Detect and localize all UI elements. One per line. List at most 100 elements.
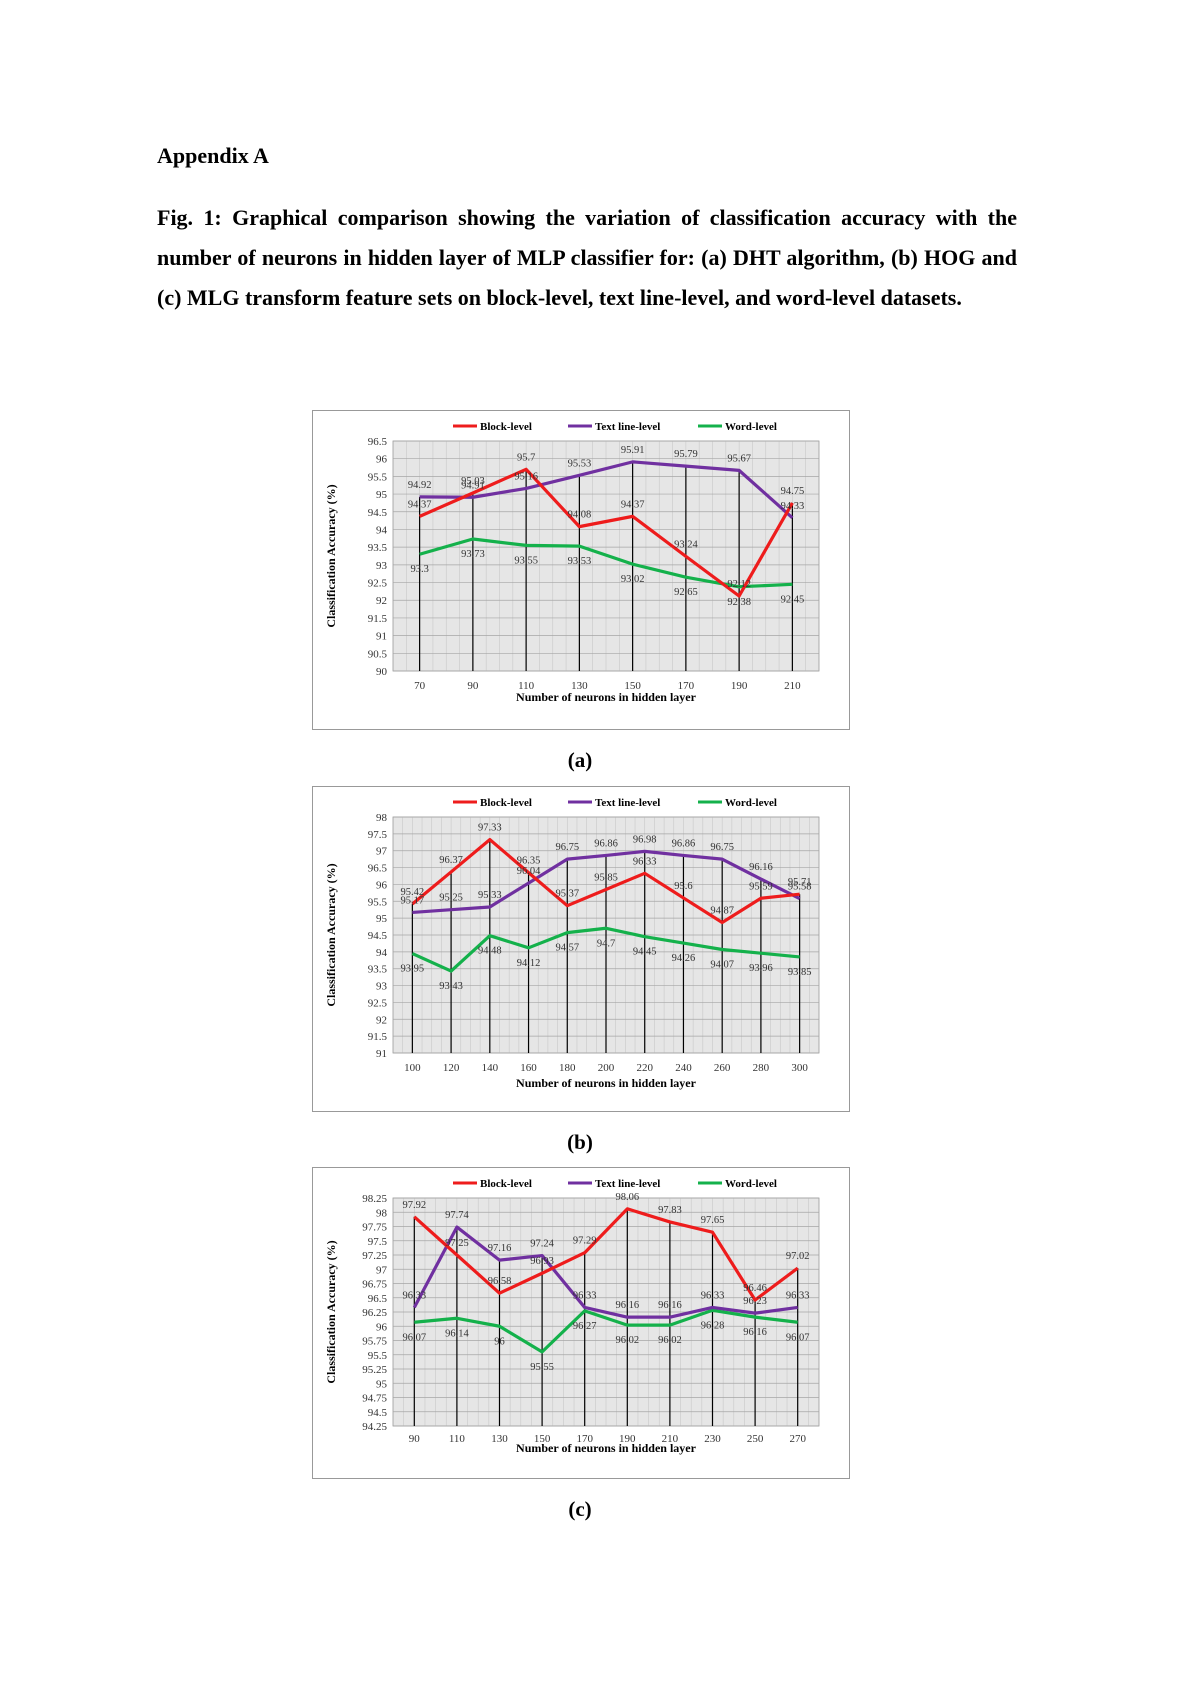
x-axis-label: Number of neurons in hidden layer: [516, 690, 697, 704]
data-label-text: 97.24: [530, 1239, 554, 1250]
y-tick-label: 95: [376, 1378, 388, 1390]
y-tick-label: 92.5: [368, 997, 388, 1009]
y-tick-label: 96.25: [362, 1307, 387, 1319]
x-axis-label: Number of neurons in hidden layer: [516, 1441, 697, 1455]
y-tick-label: 97.75: [362, 1222, 387, 1234]
y-tick-label: 95.5: [368, 896, 388, 908]
y-tick-label: 95.25: [362, 1364, 387, 1376]
y-tick-label: 90: [376, 666, 388, 678]
x-tick-label: 210: [784, 680, 801, 692]
x-tick-label: 120: [443, 1062, 460, 1074]
data-label-text: 94.33: [781, 501, 805, 512]
series-line-block: [411, 837, 800, 925]
series-line-block: [418, 467, 794, 598]
data-label-block: 95.37: [555, 889, 579, 900]
data-label-block: 96.37: [439, 855, 463, 866]
x-tick-label: 240: [675, 1062, 692, 1074]
data-label-word: 94.48: [478, 946, 502, 957]
data-label-text: 96.16: [615, 1300, 639, 1311]
y-tick-label: 93.5: [368, 964, 388, 976]
data-label-word: 94.12: [517, 958, 541, 969]
series-line-text: [412, 849, 801, 915]
data-label-block: 95.85: [594, 872, 618, 883]
x-tick-label: 110: [449, 1433, 466, 1445]
y-tick-label: 91.5: [368, 613, 388, 625]
y-tick-label: 95: [376, 913, 388, 925]
y-tick-label: 96: [376, 879, 388, 891]
data-label-block: 95.7: [517, 452, 535, 463]
data-label-word: 96.07: [786, 1332, 810, 1343]
data-label-block: 98.06: [615, 1192, 639, 1203]
data-label-text: 96.33: [573, 1290, 597, 1301]
data-label-text: 95.33: [478, 890, 502, 901]
data-label-text: 96.75: [555, 842, 579, 853]
x-tick-label: 130: [491, 1433, 508, 1445]
data-label-word: 96.02: [615, 1335, 639, 1346]
data-label-text: 96.86: [672, 838, 696, 849]
data-label-block: 95.03: [461, 476, 485, 487]
data-label-block: 94.75: [781, 486, 805, 497]
x-tick-label: 280: [753, 1062, 770, 1074]
y-tick-label: 92: [376, 595, 387, 607]
data-label-word: 96: [494, 1336, 505, 1347]
data-label-word: 96.27: [573, 1321, 597, 1332]
x-tick-label: 140: [482, 1062, 499, 1074]
y-tick-label: 96.5: [368, 436, 388, 448]
y-tick-label: 91: [376, 631, 387, 643]
data-label-text: 97.74: [445, 1210, 469, 1221]
x-tick-label: 190: [619, 1433, 636, 1445]
series-line-block: [413, 1207, 799, 1302]
data-label-word: 93.85: [788, 967, 812, 978]
y-tick-label: 93: [376, 981, 388, 993]
y-tick-label: 94.5: [368, 507, 388, 519]
data-label-text: 95.79: [674, 449, 698, 460]
chart-c-sublabel: (c): [568, 1497, 592, 1521]
y-tick-label: 96.75: [362, 1279, 387, 1291]
y-tick-label: 92: [376, 1014, 387, 1026]
y-tick-label: 95.75: [362, 1336, 387, 1348]
data-label-text: 97.16: [488, 1243, 512, 1254]
y-tick-label: 98: [376, 812, 388, 824]
x-tick-label: 150: [624, 680, 641, 692]
data-label-word: 92.45: [781, 594, 805, 605]
data-label-block: 94.37: [621, 499, 645, 510]
y-tick-label: 94: [376, 524, 388, 536]
y-axis-label: Classification Accuracy (%): [324, 484, 338, 627]
y-tick-label: 96: [376, 1321, 388, 1333]
y-tick-label: 94.75: [362, 1393, 387, 1405]
data-label-block: 96.35: [517, 856, 541, 867]
figure-caption: Fig. 1: Graphical comparison showing the…: [157, 205, 1017, 310]
y-tick-label: 97.5: [368, 829, 388, 841]
data-label-word: 94.07: [710, 959, 734, 970]
y-tick-label: 97: [376, 1264, 388, 1276]
y-tick-label: 98: [376, 1207, 388, 1219]
x-axis-label: Number of neurons in hidden layer: [516, 1076, 697, 1090]
series-line-word: [414, 1308, 798, 1354]
data-label-block: 97.02: [786, 1251, 810, 1262]
data-label-word: 93.73: [461, 549, 485, 560]
data-label-text: 95.17: [401, 895, 425, 906]
data-label-block: 94.08: [568, 510, 592, 521]
series-line-text: [412, 1225, 798, 1319]
y-tick-label: 94.25: [362, 1421, 387, 1433]
data-label-text: 94.91: [461, 480, 485, 491]
x-tick-label: 180: [559, 1062, 576, 1074]
data-label-text: 95.91: [621, 445, 645, 456]
data-label-block: 97.83: [658, 1205, 682, 1216]
data-label-block: 97.29: [573, 1236, 597, 1247]
x-tick-label: 170: [678, 680, 695, 692]
data-label-word: 92.65: [674, 587, 698, 598]
legend-label-text: Text line-level: [595, 1178, 660, 1190]
legend-label-text: Text line-level: [595, 797, 660, 809]
data-label-text: 96.16: [658, 1300, 682, 1311]
series-line-text: [419, 460, 794, 519]
data-label-block: 96.93: [530, 1256, 554, 1267]
x-tick-label: 110: [518, 680, 535, 692]
data-label-word: 93.53: [568, 556, 592, 567]
y-tick-label: 97: [376, 846, 388, 858]
chart-a-sublabel: (a): [567, 748, 593, 772]
data-label-word: 96.28: [701, 1320, 725, 1331]
x-tick-label: 90: [409, 1433, 421, 1445]
data-label-block: 93.24: [674, 539, 698, 550]
data-label-block: 97.92: [402, 1200, 426, 1211]
